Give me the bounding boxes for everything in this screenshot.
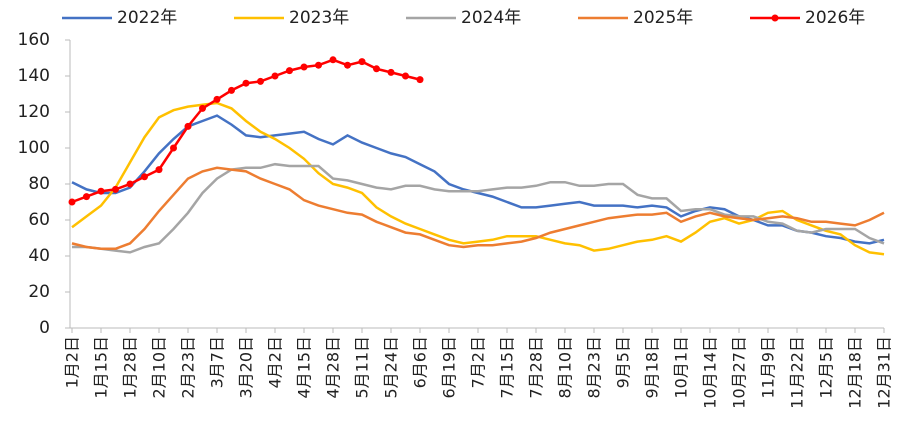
legend-label: 2025年 [633, 8, 693, 28]
x-tick-label: 3月20日 [237, 336, 256, 399]
x-tick-label: 1月2日 [63, 336, 82, 388]
series-line [72, 162, 885, 254]
x-tick-label: 4月15日 [295, 336, 314, 399]
legend-label: 2023年 [289, 8, 349, 28]
legend-label: 2024年 [461, 8, 521, 28]
x-tick-label: 8月10日 [556, 336, 575, 399]
y-tick-label: 120 [18, 102, 50, 122]
series-marker [387, 68, 395, 76]
x-tick-label: 7月15日 [498, 336, 517, 399]
x-tick-label: 10月1日 [672, 336, 691, 399]
x-tick-label: 10月14日 [701, 336, 720, 409]
series-marker [416, 76, 424, 84]
series-marker [402, 72, 409, 80]
x-tick-label: 6月6日 [411, 336, 430, 388]
x-tick-label: 5月11日 [353, 336, 372, 399]
series-marker [83, 193, 90, 201]
series-marker [358, 58, 366, 66]
x-tick-label: 12月5日 [817, 336, 836, 399]
x-tick-label: 11月22日 [788, 336, 807, 409]
x-tick-label: 8月23日 [585, 336, 604, 399]
legend-marker [771, 14, 779, 22]
x-tick-label: 12月18日 [846, 336, 865, 409]
series-marker [184, 122, 192, 130]
series-marker [97, 187, 105, 195]
series-marker [300, 63, 308, 71]
series-marker [199, 104, 206, 112]
series-marker [329, 56, 337, 64]
series-marker [242, 79, 250, 87]
y-tick-label: 20 [28, 282, 50, 302]
series-marker [141, 173, 148, 181]
legend-label: 2026年 [805, 8, 865, 28]
legend-label: 2022年 [117, 8, 177, 28]
x-tick-label: 5月24日 [382, 336, 401, 399]
x-tick-label: 12月31日 [875, 336, 894, 409]
x-tick-label: 10月27日 [730, 336, 749, 409]
series-marker [286, 67, 293, 75]
x-tick-label: 1月28日 [121, 336, 140, 399]
series-marker [315, 61, 322, 69]
x-tick-label: 4月28日 [324, 336, 343, 399]
x-tick-label: 9月5日 [614, 336, 633, 388]
x-tick-label: 9月18日 [643, 336, 662, 399]
series-marker [68, 198, 76, 206]
series-marker [170, 144, 177, 152]
series-line [71, 166, 885, 251]
y-tick-label: 140 [18, 66, 50, 86]
y-tick-label: 80 [28, 174, 50, 194]
x-tick-label: 7月2日 [469, 336, 488, 388]
series-line [71, 114, 885, 245]
x-tick-label: 11月9日 [759, 336, 778, 399]
x-tick-label: 3月7日 [208, 336, 227, 388]
y-tick-label: 100 [18, 138, 50, 158]
series-marker [112, 185, 119, 193]
series-marker [271, 72, 279, 80]
x-tick-label: 2月10日 [150, 336, 169, 399]
y-tick-label: 160 [18, 30, 50, 50]
x-tick-label: 6月19日 [440, 336, 459, 399]
series-line [71, 101, 885, 256]
series-marker [257, 77, 264, 85]
series-marker [126, 180, 134, 188]
y-tick-label: 0 [39, 318, 50, 338]
x-tick-label: 2月23日 [179, 336, 198, 399]
x-tick-label: 7月28日 [527, 336, 546, 399]
series-marker [155, 166, 163, 174]
y-tick-label: 40 [28, 246, 50, 266]
x-tick-label: 4月2日 [266, 336, 285, 388]
y-tick-label: 60 [28, 210, 50, 230]
series-marker [228, 86, 235, 94]
x-tick-label: 1月15日 [92, 336, 111, 399]
series-marker [213, 95, 221, 103]
series-marker [344, 61, 351, 69]
series-marker [373, 65, 380, 73]
